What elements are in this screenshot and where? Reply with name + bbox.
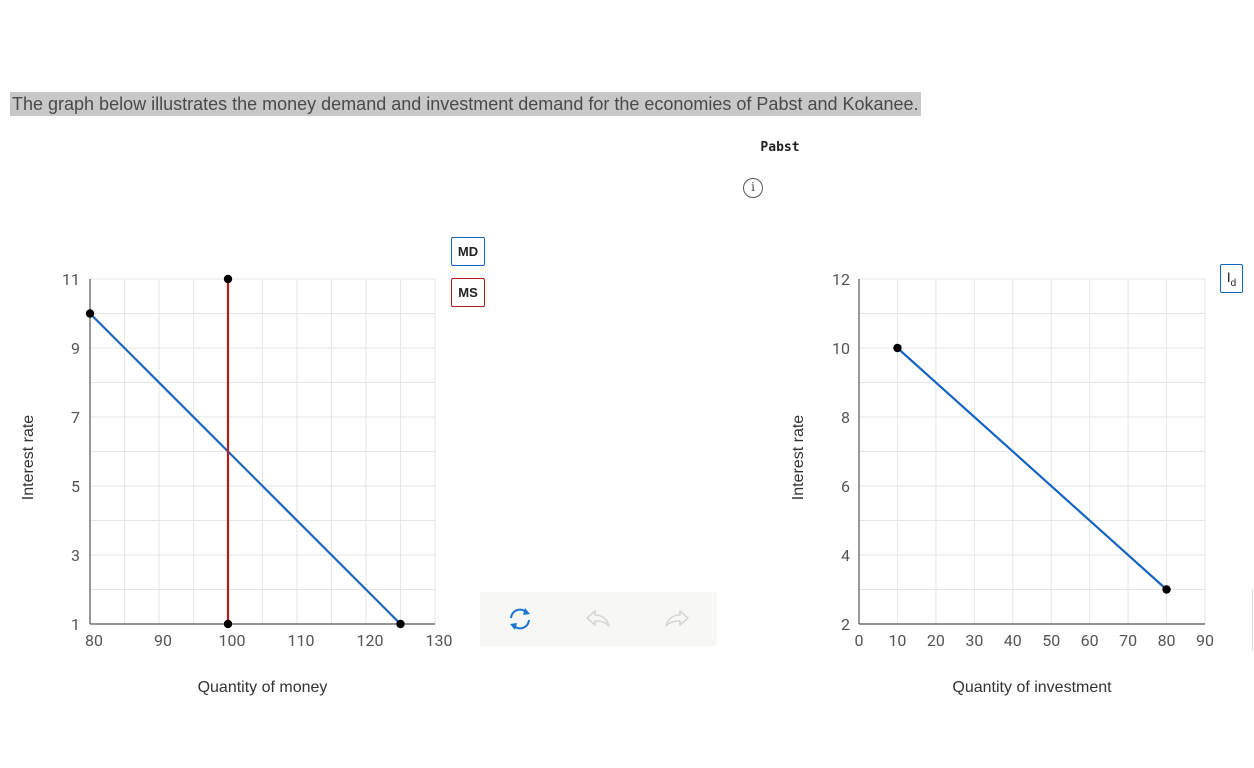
y-axis-title: Interest rate xyxy=(790,415,807,500)
legend-id-button[interactable]: Id xyxy=(1220,264,1243,293)
x-tick-label: 70 xyxy=(1119,631,1137,650)
x-tick-label: 110 xyxy=(288,631,315,650)
x-tick-label: 60 xyxy=(1081,631,1099,650)
y-tick-label: 12 xyxy=(832,270,850,289)
y-tick-label: 10 xyxy=(832,339,850,358)
reset-icon[interactable] xyxy=(505,604,535,634)
series-point-ms xyxy=(223,274,233,284)
y-tick-label: 2 xyxy=(841,615,850,634)
legend-id-label: Id xyxy=(1227,269,1236,289)
x-tick-label: 50 xyxy=(1042,631,1060,650)
x-tick-label: 30 xyxy=(965,631,983,650)
x-tick-label: 90 xyxy=(154,631,172,650)
info-circle-icon[interactable]: i xyxy=(743,178,763,198)
redo-icon[interactable] xyxy=(662,604,692,634)
legend-ms-button[interactable]: MS xyxy=(451,278,485,307)
y-tick-label: 5 xyxy=(71,477,80,496)
y-tick-label: 4 xyxy=(841,546,850,565)
x-axis-title: Quantity of money xyxy=(198,679,328,696)
undo-icon[interactable] xyxy=(583,604,613,634)
chart-2: 0 10 20 30 40 50 60 70 80 90 2 4 6 8 10 12 Quantity of i… xyxy=(790,270,1214,696)
series-point-md xyxy=(85,309,95,318)
legend-id-main: I xyxy=(1226,268,1231,285)
x-tick-label: 20 xyxy=(927,631,945,650)
x-tick-label: 130 xyxy=(426,631,453,650)
legend-ms-label: MS xyxy=(458,285,478,300)
x-tick-label: 40 xyxy=(1004,631,1022,650)
series-point-id xyxy=(1162,585,1171,594)
y-tick-label: 9 xyxy=(71,339,80,358)
series-line-id xyxy=(896,347,1168,591)
series-point-ms xyxy=(223,619,233,629)
intro-text: The graph below illustrates the money de… xyxy=(10,92,921,116)
y-tick-label: 7 xyxy=(71,408,80,427)
y-tick-label: 6 xyxy=(841,477,850,496)
y-axis-title: Interest rate xyxy=(20,415,37,500)
x-tick-label: 100 xyxy=(219,631,246,650)
y-tick-label: 11 xyxy=(62,270,80,289)
legend-md-label: MD xyxy=(457,244,479,259)
x-tick-label: 0 xyxy=(855,631,864,650)
y-tick-label: 1 xyxy=(71,615,80,634)
x-tick-label: 80 xyxy=(1158,631,1176,650)
y-tick-label: 8 xyxy=(841,408,850,427)
chart-1: 80 90 100 110 120 130 1 3 5 7 9 11 Quantity of money… xyxy=(20,270,452,696)
series-point-id xyxy=(893,343,902,353)
panel-edge-line xyxy=(1252,590,1253,650)
panel-title: Pabst xyxy=(760,140,800,155)
x-tick-label: 90 xyxy=(1196,631,1214,650)
x-tick-label: 10 xyxy=(888,631,906,650)
series-line-md xyxy=(89,312,402,625)
legend-md-button[interactable]: MD xyxy=(451,237,485,266)
x-tick-label: 80 xyxy=(85,631,103,650)
series-point-md xyxy=(396,619,405,629)
y-tick-label: 3 xyxy=(71,546,80,565)
graph-toolbar xyxy=(480,592,717,646)
x-axis-title: Quantity of investment xyxy=(952,679,1112,696)
x-tick-label: 120 xyxy=(357,631,384,650)
legend-id-sub: d xyxy=(1230,277,1237,289)
